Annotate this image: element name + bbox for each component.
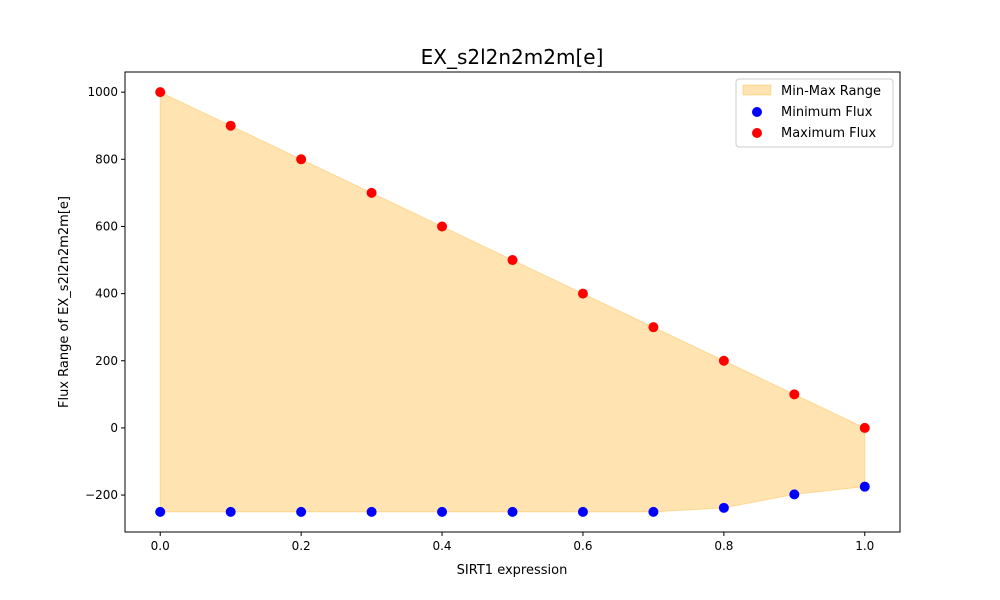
y-tick-label: 1000 — [87, 85, 118, 99]
chart-title: EX_s2l2n2m2m[e] — [421, 45, 604, 69]
x-tick-label: 0.2 — [292, 539, 311, 553]
x-tick-label: 0.6 — [573, 539, 592, 553]
min-flux-point — [718, 502, 729, 513]
x-tick-label: 0.8 — [714, 539, 733, 553]
max-flux-point — [155, 87, 166, 98]
max-flux-point — [507, 255, 518, 266]
max-flux-point — [789, 389, 800, 400]
legend-box — [735, 78, 894, 148]
y-tick-label: 0 — [110, 421, 118, 435]
legend-marker-min — [752, 107, 762, 117]
min-flux-point — [648, 506, 659, 517]
min-flux-point — [859, 481, 870, 492]
x-tick-label: 0.4 — [432, 539, 451, 553]
min-flux-point — [366, 506, 377, 517]
max-flux-point — [577, 288, 588, 299]
y-tick-label: 400 — [95, 287, 118, 301]
min-flux-point — [225, 506, 236, 517]
max-flux-point — [437, 221, 448, 232]
legend-label-range: Min-Max Range — [781, 84, 881, 99]
y-tick-label: 600 — [95, 219, 118, 233]
min-flux-point — [507, 506, 518, 517]
x-axis: 0.0 0.2 0.4 0.6 0.8 1.0 — [151, 532, 874, 553]
plot-area — [155, 87, 870, 517]
x-axis-label: SIRT1 expression — [457, 563, 568, 578]
min-flux-point — [789, 489, 800, 500]
legend-label-max: Maximum Flux — [781, 126, 877, 141]
max-flux-point — [859, 422, 870, 433]
x-tick-label: 1.0 — [855, 539, 874, 553]
max-flux-point — [366, 187, 377, 198]
max-flux-point — [296, 154, 307, 165]
legend-marker-max — [752, 128, 762, 138]
y-axis-label: Flux Range of EX_s2l2n2m2m[e] — [57, 196, 72, 408]
max-flux-point — [225, 120, 236, 131]
legend: Min-Max Range Minimum Flux Maximum Flux — [735, 78, 894, 148]
y-tick-label: 200 — [95, 354, 118, 368]
max-flux-point — [648, 322, 659, 333]
min-flux-point — [155, 506, 166, 517]
plot-frame — [124, 71, 901, 533]
legend-swatch-range — [742, 84, 772, 96]
min-flux-point — [577, 506, 588, 517]
min-flux-point — [296, 506, 307, 517]
y-axis: −200 0 200 400 600 800 1000 — [85, 85, 125, 502]
min-flux-point — [437, 506, 448, 517]
y-tick-label: 800 — [95, 152, 118, 166]
x-tick-label: 0.0 — [151, 539, 170, 553]
legend-label-min: Minimum Flux — [781, 105, 873, 120]
max-flux-point — [718, 355, 729, 366]
y-tick-label: −200 — [85, 488, 118, 502]
